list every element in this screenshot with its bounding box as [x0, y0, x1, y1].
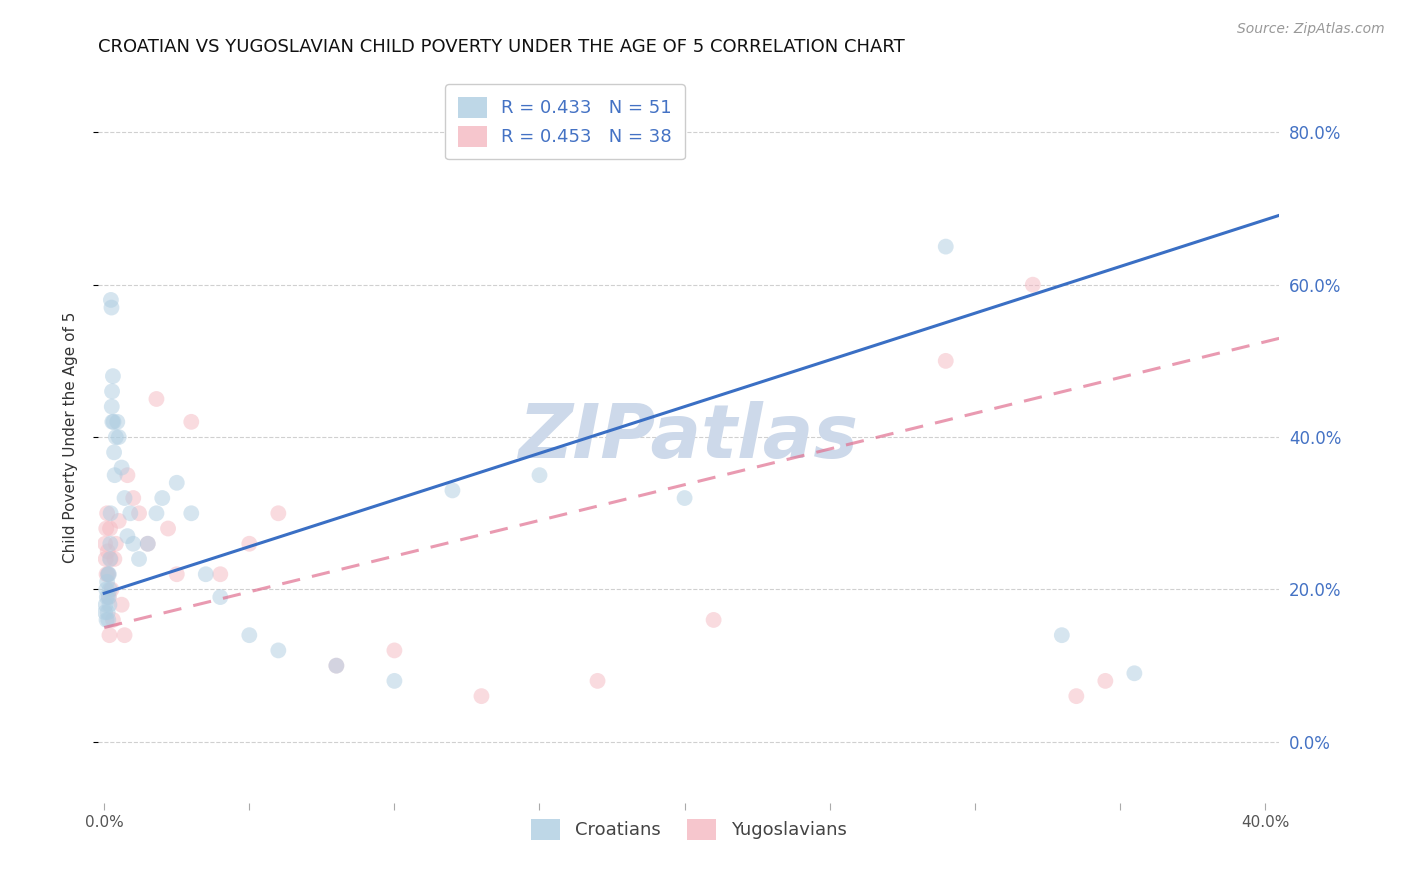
Point: [325, 658, 347, 673]
Point: [96, 590, 118, 604]
Point: [209, 590, 232, 604]
Point: [94, 552, 117, 566]
Point: [97, 544, 120, 558]
Point: [935, 239, 957, 253]
Point: [673, 491, 696, 505]
Point: [209, 567, 232, 582]
Point: [586, 673, 609, 688]
Point: [122, 491, 145, 505]
Point: [96, 574, 118, 589]
Point: [98, 628, 121, 642]
Point: [96, 613, 118, 627]
Point: [96, 567, 118, 582]
Point: [107, 430, 129, 444]
Point: [441, 483, 464, 498]
Text: CROATIAN VS YUGOSLAVIAN CHILD POVERTY UNDER THE AGE OF 5 CORRELATION CHART: CROATIAN VS YUGOSLAVIAN CHILD POVERTY UN…: [98, 38, 905, 56]
Point: [98, 552, 121, 566]
Point: [120, 506, 142, 520]
Point: [94, 537, 117, 551]
Point: [238, 628, 260, 642]
Point: [180, 415, 202, 429]
Point: [96, 506, 118, 520]
Text: ZIPatlas: ZIPatlas: [519, 401, 859, 474]
Point: [101, 369, 124, 384]
Legend: Croatians, Yugoslavians: Croatians, Yugoslavians: [522, 810, 856, 848]
Point: [114, 628, 136, 642]
Point: [98, 521, 121, 535]
Point: [96, 582, 118, 597]
Point: [100, 400, 122, 414]
Point: [166, 475, 188, 490]
Point: [136, 537, 159, 551]
Point: [267, 506, 290, 520]
Point: [1094, 673, 1116, 688]
Point: [935, 354, 957, 368]
Point: [703, 613, 725, 627]
Point: [100, 552, 122, 566]
Point: [470, 689, 492, 703]
Point: [98, 598, 121, 612]
Point: [128, 506, 150, 520]
Point: [111, 598, 134, 612]
Point: [128, 552, 150, 566]
Point: [104, 468, 127, 483]
Point: [97, 613, 120, 627]
Point: [97, 567, 120, 582]
Point: [98, 537, 121, 551]
Point: [166, 567, 188, 582]
Point: [101, 384, 124, 399]
Point: [150, 491, 173, 505]
Point: [194, 567, 217, 582]
Point: [103, 415, 125, 429]
Point: [384, 643, 406, 657]
Point: [145, 392, 167, 406]
Point: [136, 537, 159, 551]
Point: [1123, 666, 1146, 681]
Point: [267, 643, 290, 657]
Point: [98, 582, 121, 597]
Point: [384, 673, 406, 688]
Point: [104, 430, 127, 444]
Point: [103, 552, 125, 566]
Point: [94, 598, 117, 612]
Point: [529, 468, 551, 483]
Point: [94, 605, 117, 619]
Point: [1050, 628, 1073, 642]
Point: [101, 613, 124, 627]
Point: [1066, 689, 1088, 703]
Point: [114, 491, 136, 505]
Point: [100, 301, 122, 315]
Point: [107, 514, 129, 528]
Point: [105, 415, 128, 429]
Point: [157, 521, 180, 535]
Point: [100, 582, 122, 597]
Point: [97, 590, 120, 604]
Point: [180, 506, 202, 520]
Point: [97, 590, 120, 604]
Point: [117, 468, 139, 483]
Point: [111, 460, 134, 475]
Point: [101, 415, 124, 429]
Point: [97, 567, 120, 582]
Point: [97, 605, 120, 619]
Point: [1022, 277, 1045, 292]
Point: [104, 537, 127, 551]
Point: [100, 293, 122, 307]
Point: [100, 506, 122, 520]
Text: Source: ZipAtlas.com: Source: ZipAtlas.com: [1237, 22, 1385, 37]
Point: [325, 658, 347, 673]
Point: [103, 445, 125, 459]
Point: [122, 537, 145, 551]
Point: [97, 567, 120, 582]
Point: [96, 521, 118, 535]
Point: [145, 506, 167, 520]
Point: [117, 529, 139, 543]
Y-axis label: Child Poverty Under the Age of 5: Child Poverty Under the Age of 5: [63, 311, 77, 563]
Point: [238, 537, 260, 551]
